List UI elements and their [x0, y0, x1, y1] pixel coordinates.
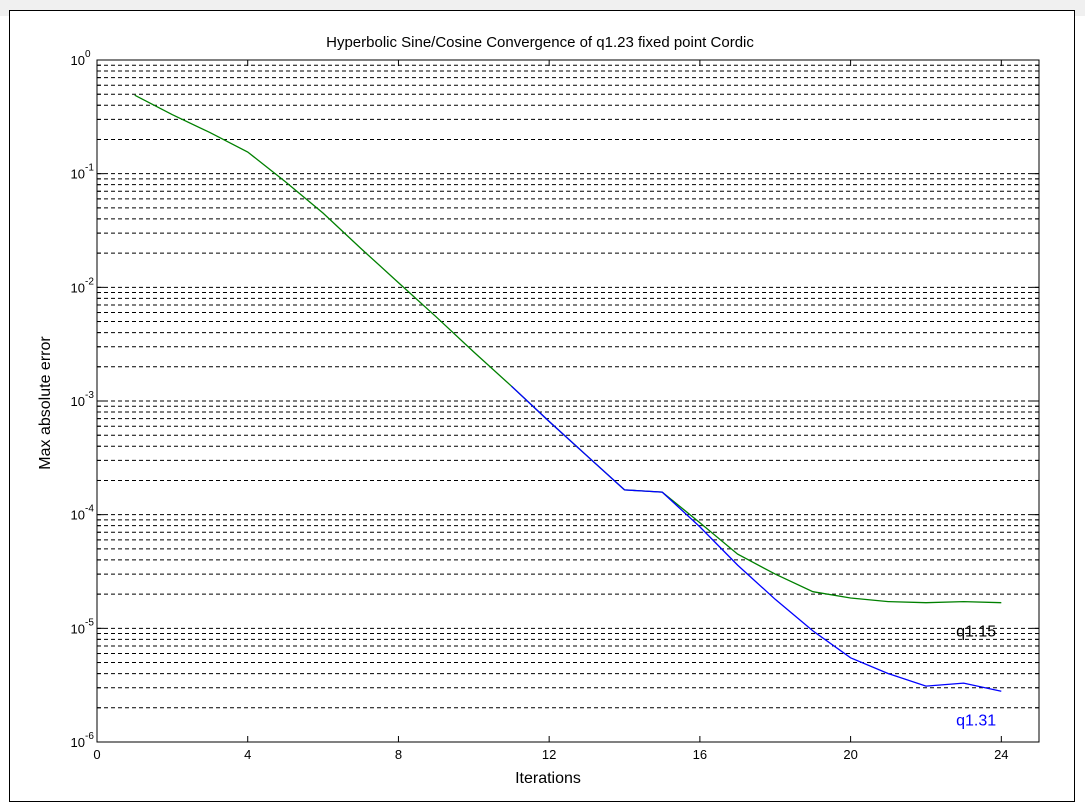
- y-tick-label: 10: [71, 394, 85, 409]
- y-tick-exponent: -2: [85, 276, 94, 287]
- series-annotations: q1.15 q1.31: [956, 623, 996, 729]
- x-tick-label: 4: [244, 747, 251, 762]
- x-tick-label: 12: [542, 747, 556, 762]
- y-tick-label: 10: [71, 280, 85, 295]
- y-axis-title: Max absolute error: [37, 336, 54, 470]
- x-tick-label: 24: [994, 747, 1008, 762]
- x-tick-label: 0: [93, 747, 100, 762]
- y-tick-exponent: -6: [85, 731, 94, 742]
- y-tick-label: 10: [71, 621, 85, 636]
- series-annotation: q1.15: [956, 623, 996, 640]
- chart-title: Hyperbolic Sine/Cosine Convergence of q1…: [326, 34, 754, 51]
- grid-lines: [97, 59, 1039, 709]
- y-tick-exponent: 0: [85, 49, 91, 60]
- x-tick-label: 20: [843, 747, 857, 762]
- y-tick-label: 10: [71, 735, 85, 750]
- y-tick-label: 10: [71, 167, 85, 182]
- series-layer: [134, 94, 1002, 692]
- axes: [96, 59, 1040, 743]
- x-axis-title: Iterations: [515, 770, 581, 787]
- y-tick-exponent: -4: [85, 504, 94, 515]
- y-tick-exponent: -1: [85, 163, 94, 174]
- x-tick-label: 16: [693, 747, 707, 762]
- y-tick-exponent: -5: [85, 617, 94, 628]
- x-tick-label: 8: [395, 747, 402, 762]
- x-tick-labels: 0 4 8 12 16 20 24: [93, 747, 1008, 762]
- series-annotation: q1.31: [956, 712, 996, 729]
- series-line-q1-15: [134, 94, 1002, 604]
- y-tick-exponent: -3: [85, 390, 94, 401]
- series-line-q1-31: [511, 385, 1002, 692]
- y-tick-label: 10: [71, 53, 85, 68]
- y-tick-label: 10: [71, 508, 85, 523]
